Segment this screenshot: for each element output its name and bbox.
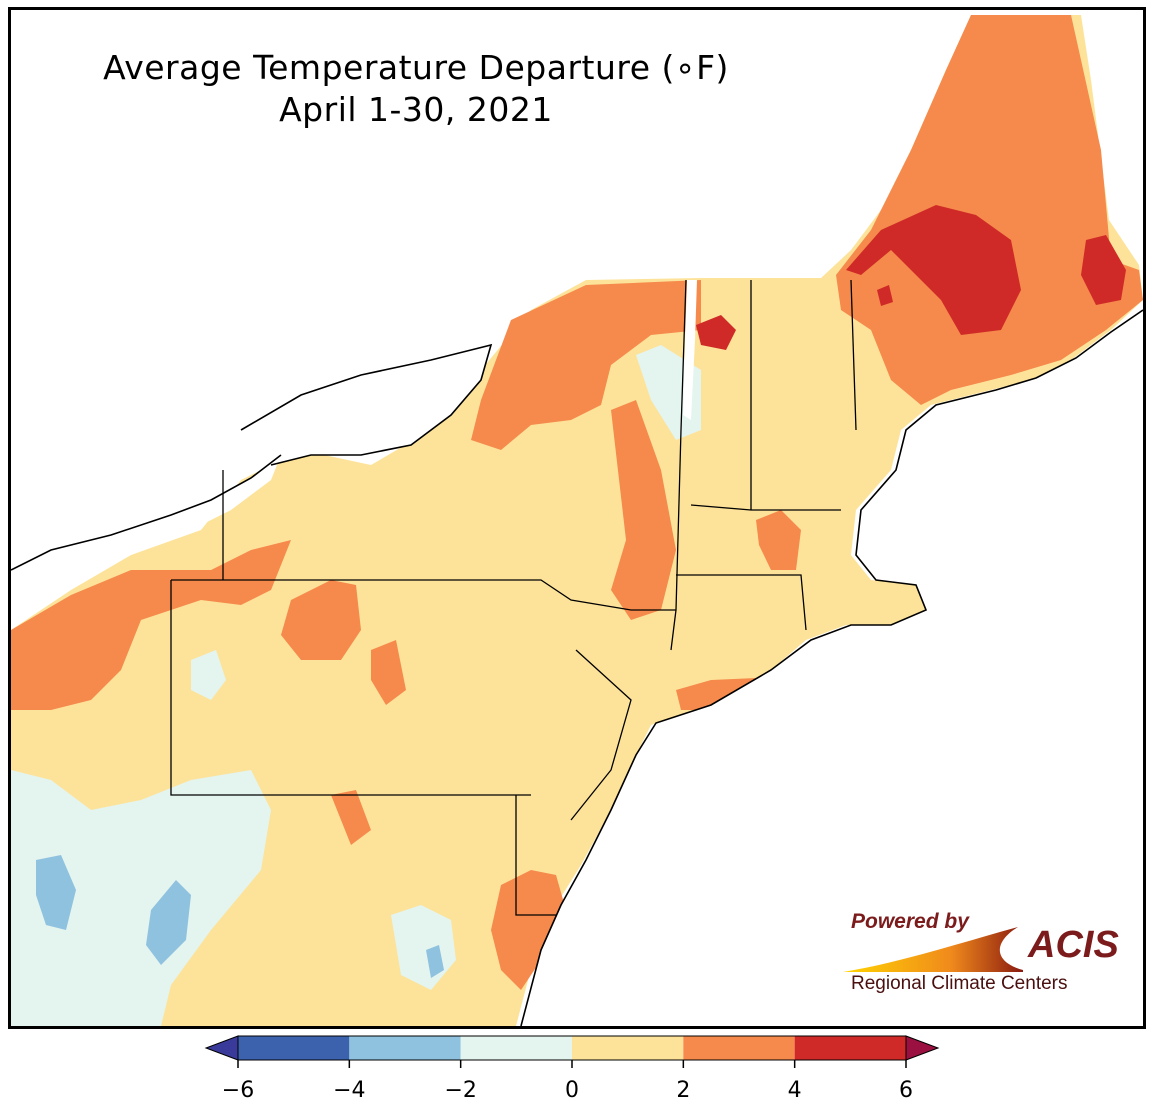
cool-region-southwest	[11, 770, 271, 1026]
warm-region-longisland	[676, 678, 761, 710]
warm-region-ct-river	[756, 510, 801, 570]
atlantic-ocean	[521, 310, 1143, 1026]
cold-region-va	[146, 880, 191, 965]
warm-region-pa-south	[371, 640, 406, 705]
legend-tick-label: 6	[899, 1078, 913, 1103]
warm-region-maine	[836, 15, 1143, 405]
legend-tick-label: −4	[333, 1078, 366, 1103]
legend-tick-label: 2	[676, 1078, 691, 1103]
lake-ontario	[241, 345, 491, 465]
temperature-departure-map	[11, 15, 1143, 1026]
legend-tick-label: 4	[787, 1078, 802, 1103]
legend-tick-label: −6	[221, 1078, 255, 1103]
legend-tick-label: 0	[565, 1078, 579, 1103]
regional-climate-centers-text: Regional Climate Centers	[851, 973, 1068, 994]
map-subtitle: April 1-30, 2021	[279, 90, 553, 129]
lake-champlain	[683, 280, 697, 420]
warm-region-pa-central	[281, 580, 361, 660]
powered-by-text: Powered by	[851, 910, 969, 933]
legend-bin	[572, 1036, 684, 1060]
hot-region-me-spot	[877, 285, 893, 306]
legend-bin	[238, 1036, 350, 1060]
warm-region-hudson	[611, 400, 676, 620]
legend-tick-label: −2	[444, 1078, 477, 1103]
swoosh-icon	[843, 927, 1023, 972]
warm-region-lake-ontario	[471, 280, 701, 450]
legend-over-arrow	[905, 1035, 940, 1061]
cool-region-pa-west	[191, 650, 226, 700]
legend-bin	[460, 1036, 572, 1060]
warm-region-md	[331, 790, 371, 845]
cold-region-shore	[426, 945, 444, 978]
cold-region-wv	[36, 855, 76, 930]
map-title: Average Temperature Departure (∘F)	[103, 48, 729, 87]
coastlines	[11, 309, 1143, 1026]
legend-bin	[794, 1036, 906, 1060]
hot-region-maine-east	[1081, 235, 1126, 305]
state-borders	[170, 279, 857, 916]
legend-under-arrow	[204, 1035, 239, 1061]
lake-erie	[11, 455, 281, 610]
legend-bin	[349, 1036, 461, 1060]
legend-bin	[683, 1036, 795, 1060]
acis-logo: Powered by ACIS Regional Climate Centers	[843, 910, 1123, 1005]
acis-brand-text: ACIS	[1028, 924, 1119, 966]
map-frame: Average Temperature Departure (∘F) April…	[8, 7, 1146, 1029]
hot-region-maine-interior	[846, 205, 1021, 335]
warm-region-delmarva	[491, 870, 566, 990]
hot-region-vt	[696, 315, 736, 350]
warm-region-erie	[11, 540, 291, 710]
